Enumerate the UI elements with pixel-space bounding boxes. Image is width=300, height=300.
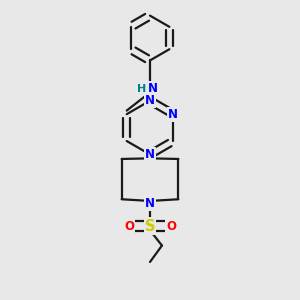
Text: N: N	[168, 108, 178, 121]
Text: N: N	[145, 148, 155, 161]
Text: N: N	[145, 94, 155, 107]
Text: H: H	[137, 84, 146, 94]
Text: N: N	[145, 197, 155, 210]
Text: S: S	[145, 219, 155, 234]
Text: N: N	[148, 82, 158, 95]
Text: O: O	[166, 220, 176, 232]
Text: O: O	[124, 220, 134, 232]
